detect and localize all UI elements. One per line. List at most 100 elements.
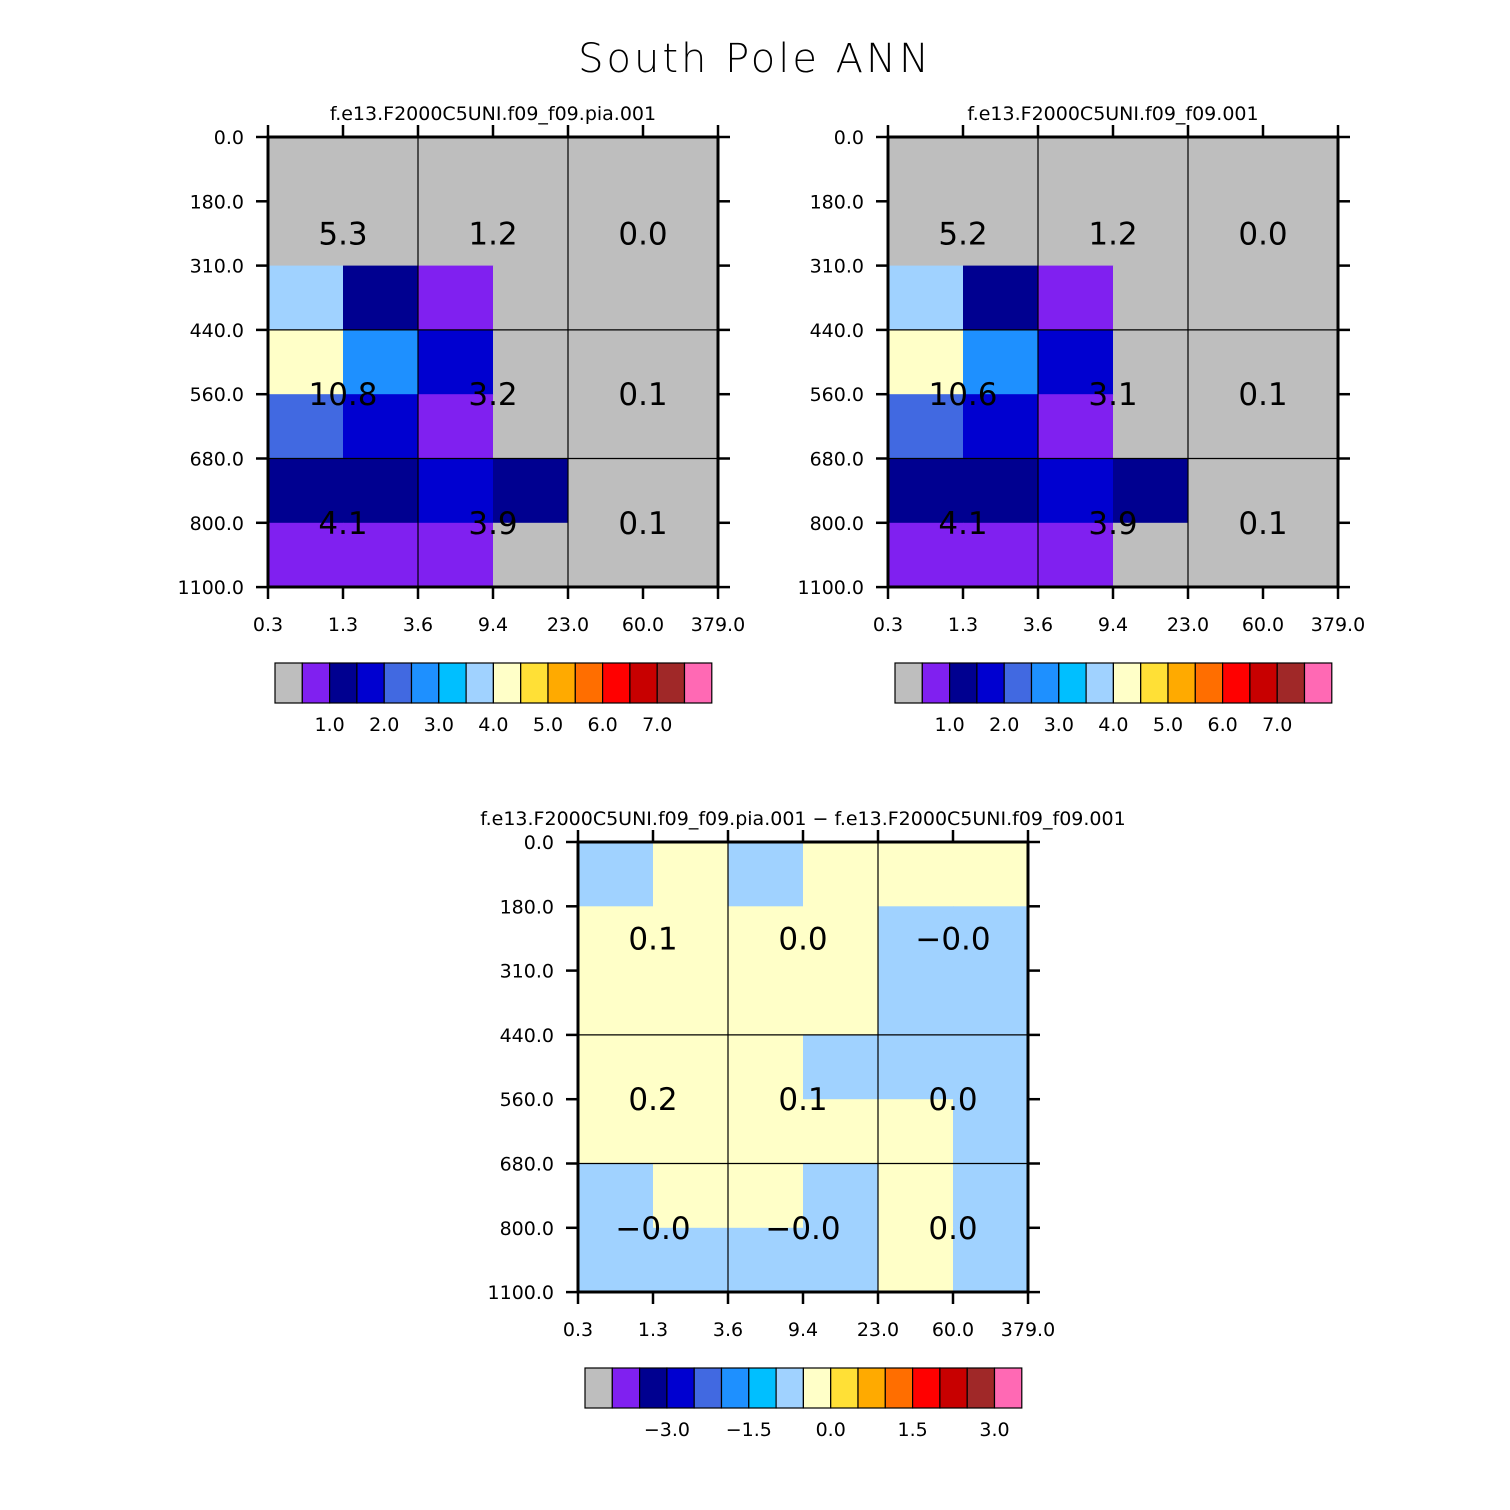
colorbar-box bbox=[356, 662, 385, 704]
x-tick-label: 23.0 bbox=[547, 614, 589, 636]
colorbar-label: 1.0 bbox=[314, 714, 344, 736]
summary-value: 3.9 bbox=[1088, 506, 1137, 542]
heatmap-cell bbox=[343, 265, 419, 331]
summary-value: 3.2 bbox=[468, 377, 517, 413]
heatmap-cell bbox=[418, 329, 494, 395]
heatmap-cell bbox=[268, 329, 344, 395]
heatmap-cell bbox=[953, 1034, 1029, 1100]
heatmap-cell bbox=[888, 394, 964, 460]
heatmap-cell bbox=[568, 458, 644, 524]
heatmap-cell bbox=[493, 265, 569, 331]
colorbar-label: 6.0 bbox=[1207, 714, 1237, 736]
heatmap-cell bbox=[963, 394, 1039, 460]
heatmap-cell bbox=[653, 970, 729, 1036]
colorbar: 1.0 2.0 3.0 4.0 5.0 6.0 7.0 bbox=[894, 662, 1333, 736]
heatmap-cell bbox=[643, 265, 719, 331]
y-tick-label: 680.0 bbox=[810, 449, 864, 471]
colorbar-box bbox=[520, 662, 549, 704]
x-tick-label: 60.0 bbox=[1242, 614, 1284, 636]
colorbar-box bbox=[1140, 662, 1169, 704]
heatmap-cell bbox=[643, 458, 719, 524]
summary-value: 0.0 bbox=[778, 921, 827, 957]
colorbar-label: 5.0 bbox=[1153, 714, 1183, 736]
x-tick-label: 1.3 bbox=[328, 614, 358, 636]
summary-value: −0.0 bbox=[765, 1211, 840, 1247]
y-tick-label: 440.0 bbox=[500, 1025, 554, 1047]
colorbar-box bbox=[1030, 662, 1060, 704]
heatmap-cell bbox=[953, 1227, 1029, 1293]
x-tick-label: 379.0 bbox=[1311, 614, 1365, 636]
colorbar-label: 7.0 bbox=[1262, 714, 1292, 736]
x-tick-label: 3.6 bbox=[403, 614, 433, 636]
colorbar-box bbox=[921, 662, 951, 704]
summary-value: 0.0 bbox=[1238, 216, 1287, 252]
colorbar-box bbox=[410, 662, 440, 704]
heatmap-cell bbox=[653, 1227, 729, 1293]
colorbar-label: 3.0 bbox=[979, 1419, 1009, 1441]
colorbar-box bbox=[666, 1367, 695, 1409]
heatmap-cell bbox=[963, 265, 1039, 331]
colorbar-box bbox=[802, 1367, 832, 1409]
y-tick-label: 180.0 bbox=[810, 191, 864, 213]
heatmap-cell bbox=[343, 201, 419, 267]
heatmap-cell bbox=[803, 906, 879, 972]
heatmap-cell bbox=[953, 970, 1029, 1036]
colorbar-box bbox=[775, 1367, 804, 1409]
heatmap-cell bbox=[268, 458, 344, 524]
heatmap-cell bbox=[1038, 458, 1114, 524]
heatmap-cell bbox=[418, 522, 494, 588]
x-tick-label: 23.0 bbox=[857, 1319, 899, 1341]
heatmap-cell bbox=[418, 201, 494, 267]
heatmap-cell bbox=[728, 1034, 804, 1100]
colorbar-box bbox=[383, 662, 413, 704]
x-tick-label: 3.6 bbox=[713, 1319, 743, 1341]
colorbar-box bbox=[1276, 662, 1306, 704]
x-tick-label: 9.4 bbox=[478, 614, 508, 636]
x-tick-label: 23.0 bbox=[1167, 614, 1209, 636]
heatmap-cell bbox=[963, 329, 1039, 395]
heatmap-cell bbox=[1113, 137, 1189, 202]
panel-3: f.e13.F2000C5UNI.f09_f09.pia.001 − f.e13… bbox=[480, 808, 1125, 1441]
heatmap-cells bbox=[888, 137, 1339, 588]
summary-value: 10.8 bbox=[308, 377, 377, 413]
heatmap-cell bbox=[643, 394, 719, 460]
y-tick-label: 800.0 bbox=[500, 1218, 554, 1240]
heatmap-cell bbox=[643, 201, 719, 267]
y-tick-label: 800.0 bbox=[190, 513, 244, 535]
colorbar-box bbox=[301, 662, 331, 704]
heatmap-cell bbox=[268, 137, 344, 202]
heatmap-cell bbox=[568, 394, 644, 460]
heatmap-cell bbox=[728, 906, 804, 972]
heatmap-cell bbox=[1263, 458, 1339, 524]
y-tick-label: 0.0 bbox=[834, 127, 864, 149]
x-tick-label: 0.3 bbox=[253, 614, 283, 636]
colorbar-label: 4.0 bbox=[478, 714, 508, 736]
heatmap-cell bbox=[568, 201, 644, 267]
heatmap-cell bbox=[1113, 201, 1189, 267]
y-tick-label: 0.0 bbox=[524, 832, 554, 854]
colorbar-box bbox=[629, 662, 658, 704]
heatmap-cell bbox=[878, 1034, 954, 1100]
heatmap-cell bbox=[878, 906, 954, 972]
summary-value: 4.1 bbox=[938, 506, 987, 542]
heatmap-cell bbox=[653, 906, 729, 972]
heatmap-cell bbox=[1188, 394, 1264, 460]
heatmap-cell bbox=[888, 265, 964, 331]
heatmap-cell bbox=[1263, 137, 1339, 202]
summary-value: 0.1 bbox=[1238, 506, 1287, 542]
heatmap-cell bbox=[268, 201, 344, 267]
heatmap-cell bbox=[268, 394, 344, 460]
heatmap-cell bbox=[343, 458, 419, 524]
heatmap-cell bbox=[953, 1163, 1029, 1229]
heatmap-cell bbox=[878, 1163, 954, 1229]
colorbar-box bbox=[993, 1367, 1023, 1409]
x-tick-label: 9.4 bbox=[1098, 614, 1128, 636]
heatmap-cell bbox=[728, 842, 804, 907]
heatmap-cells bbox=[268, 137, 719, 588]
panel-1: f.e13.F2000C5UNI.f09_f09.pia.001 5.3 1.2 0.… bbox=[178, 103, 746, 736]
heatmap-cell bbox=[953, 842, 1029, 907]
heatmap-cell bbox=[878, 1099, 954, 1165]
colorbar-box bbox=[894, 662, 923, 704]
heatmap-cell bbox=[803, 1034, 879, 1100]
heatmap-cell bbox=[343, 137, 419, 202]
